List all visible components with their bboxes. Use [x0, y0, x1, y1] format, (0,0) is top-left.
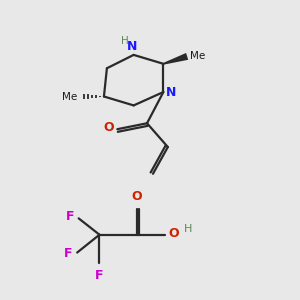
Text: N: N — [127, 40, 137, 52]
Text: Me: Me — [62, 92, 77, 101]
Text: F: F — [95, 269, 104, 283]
Text: H: H — [184, 224, 193, 234]
Polygon shape — [163, 53, 188, 65]
Text: F: F — [66, 210, 74, 224]
Text: O: O — [131, 190, 142, 203]
Text: N: N — [166, 86, 177, 99]
Text: F: F — [64, 247, 73, 260]
Text: O: O — [168, 227, 179, 240]
Text: Me: Me — [190, 51, 206, 62]
Text: O: O — [104, 121, 114, 134]
Text: H: H — [121, 36, 129, 46]
